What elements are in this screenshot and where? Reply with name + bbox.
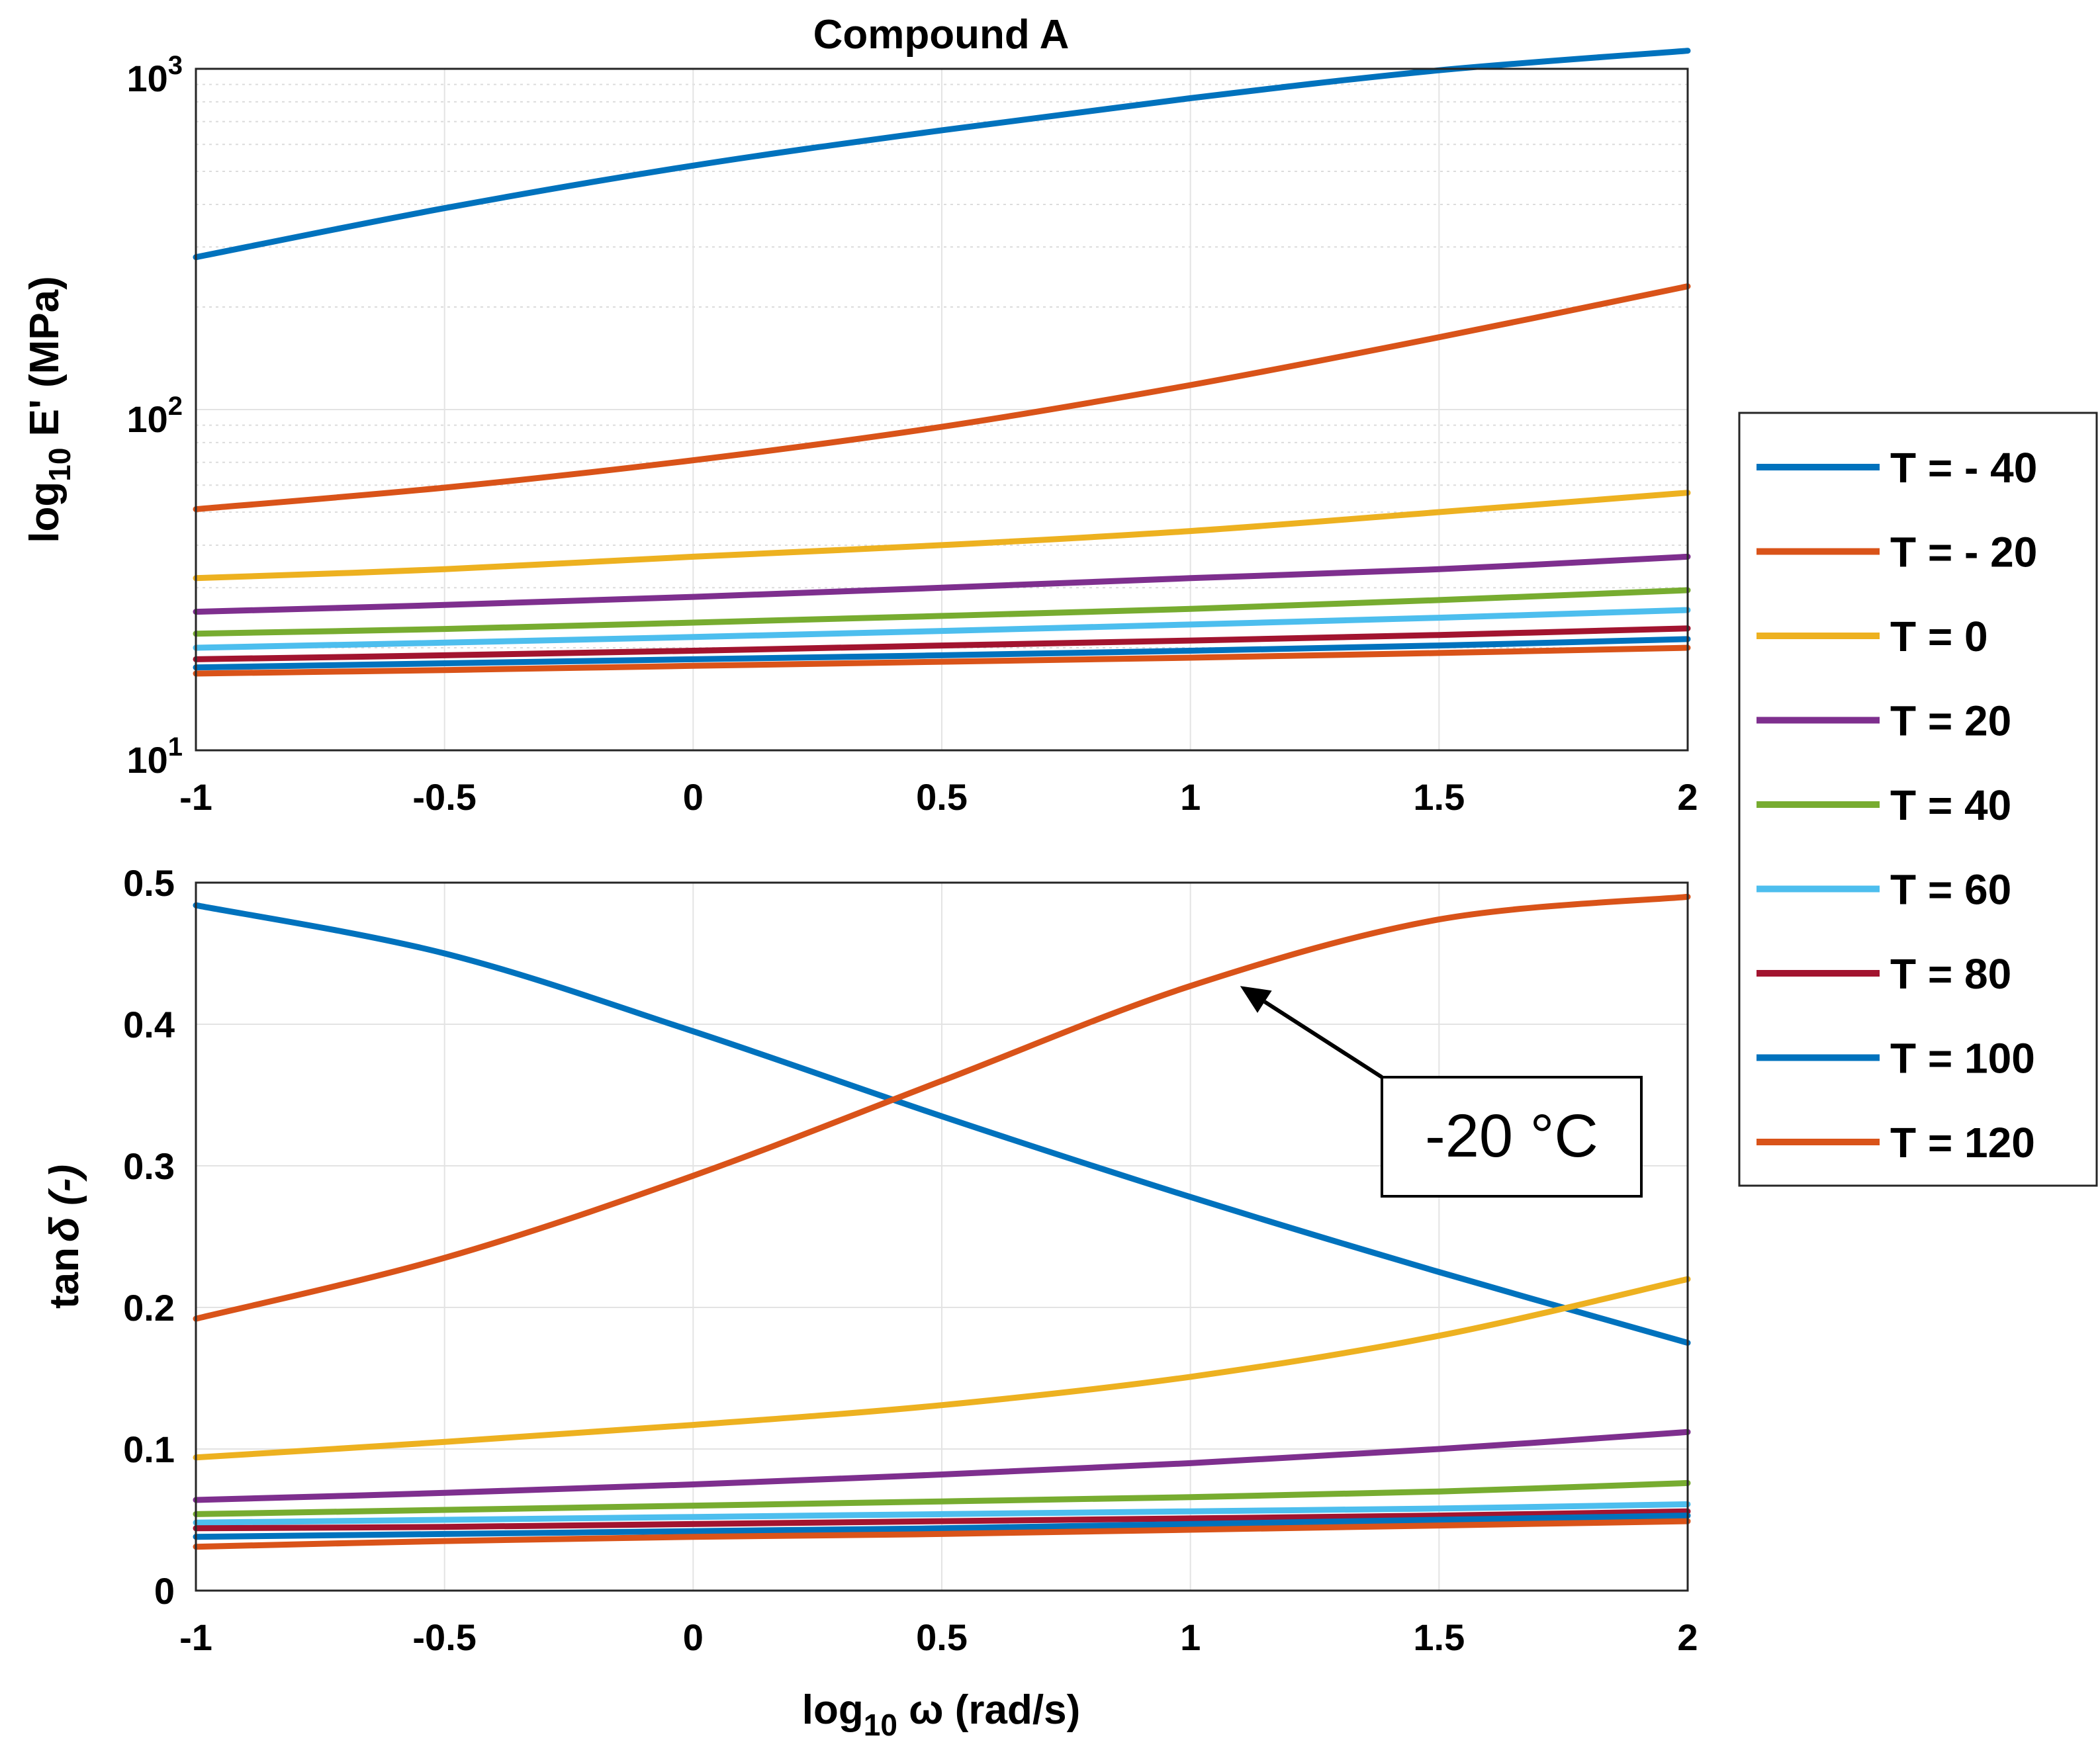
y-label-prefix: log [22,482,68,543]
annotation-arrowhead [1240,986,1272,1013]
series-line-8 [193,644,1691,677]
series-line-8 [193,1518,1691,1550]
x-tick-label: 1 [1180,1616,1201,1658]
legend-label: T = 40 [1890,781,2011,829]
x-tick-labels: -1 -0.5 0 0.5 1 1.5 2 [179,1616,1698,1658]
x-tick-label: 0.5 [916,776,968,818]
y-tick-label: 103 [126,51,183,99]
y-label-prefix: tan [42,1247,87,1309]
annotation: -20 °C [1240,986,1643,1198]
y-tick-label: 0.1 [123,1428,175,1470]
annotation-arrow [1263,1000,1383,1079]
legend-label: T = 120 [1890,1119,2035,1166]
x-axis-label: log10 ω (rad/s) [802,1687,1080,1742]
y-tick-labels: 0 0.1 0.2 0.3 0.4 0.5 [123,862,175,1612]
storage-modulus-plot: Compound A -1 -0.5 0 0.5 1 1.5 2 101 102 103 log… [22,12,1698,818]
x-label-subscript: 10 [864,1708,897,1742]
tan-delta-plot: -1 -0.5 0 0.5 1 1.5 2 0 0.1 0.2 0.3 0.4 0.5 tan δ (-… [42,862,1698,1742]
series-line-3 [193,553,1691,615]
x-label-rest: ω (rad/s) [897,1687,1080,1733]
x-tick-label: -1 [179,1616,212,1658]
x-tick-label: 1.5 [1413,1616,1465,1658]
annotation-text: -20 °C [1425,1102,1598,1170]
x-label-prefix: log [802,1687,864,1733]
annotation-box [1381,1076,1643,1198]
y-axis-label: tan δ (-) [42,1165,87,1309]
series-line-6 [193,625,1691,662]
x-tick-label: -0.5 [412,1616,477,1658]
x-tick-label: 1 [1180,776,1201,818]
series-line-7 [193,1513,1691,1540]
x-tick-label: 1.5 [1413,776,1465,818]
series-line-5 [193,607,1691,651]
series-line-4 [193,1479,1691,1517]
legend-label: T = 60 [1890,866,2011,914]
series-line-5 [193,1501,1691,1526]
series-line-3 [193,1428,1691,1503]
y-label-rest: δ (-) [42,1165,87,1242]
x-tick-label: 0 [683,1616,704,1658]
y-axis-label: log10 E' (MPa) [22,276,77,543]
y-label-subscript: 10 [42,448,77,482]
y-tick-label: 0 [154,1570,175,1612]
legend-label: T = 0 [1890,613,1988,660]
plot-frame [195,881,1689,1592]
y-tick-label: 102 [126,392,183,440]
x-tick-labels: -1 -0.5 0 0.5 1 1.5 2 [179,776,1698,818]
legend-label: T = 100 [1890,1035,2035,1082]
series-line-2 [193,1276,1691,1461]
x-tick-label: -1 [179,776,212,818]
y-tick-label: 0.2 [123,1287,175,1329]
series-line-4 [193,587,1691,637]
legend-label: T = - 20 [1890,529,2037,576]
y-tick-label: 101 [126,732,183,781]
data-lines [193,48,1691,677]
y-tick-label: 0.5 [123,862,175,904]
series-line-0 [193,902,1691,1346]
legend-label: T = 20 [1890,697,2011,745]
x-tick-label: -0.5 [412,776,477,818]
chart-title: Compound A [813,12,1070,58]
series-line-1 [193,893,1691,1322]
series-line-0 [193,48,1691,261]
legend-label: T = 80 [1890,950,2011,998]
y-label-rest: E' (MPa) [22,276,68,447]
y-tick-label: 0.3 [123,1145,175,1187]
x-tick-label: 0.5 [916,1616,968,1658]
data-lines [193,893,1691,1550]
x-tick-label: 0 [683,776,704,818]
series-line-6 [193,1508,1691,1532]
legend: T = - 40 T = - 20 T = 0 T = 20 T = 40 T = 60 T… [1738,412,2098,1187]
y-tick-labels: 101 102 103 [126,51,183,781]
x-tick-label: 2 [1677,1616,1698,1658]
series-line-7 [193,636,1691,671]
x-tick-label: 2 [1677,776,1698,818]
series-line-1 [193,283,1691,513]
y-tick-label: 0.4 [123,1004,175,1045]
legend-label: T = - 40 [1890,444,2037,492]
series-line-2 [193,490,1691,582]
plot-frame [195,67,1689,752]
